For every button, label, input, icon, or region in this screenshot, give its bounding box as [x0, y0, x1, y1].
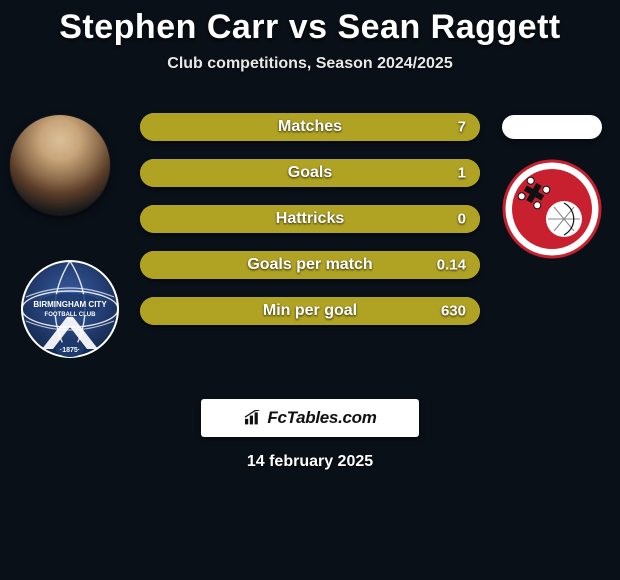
stat-bar: Goals per match 0.14 [140, 251, 480, 279]
club-badge-left: BIRMINGHAM CITY FOOTBALL CLUB ·1875· [20, 249, 120, 379]
player-photo-right [502, 115, 602, 139]
stat-bar: Min per goal 630 [140, 297, 480, 325]
bar-label: Matches [278, 118, 342, 136]
left-player-column: BIRMINGHAM CITY FOOTBALL CLUB ·1875· [8, 101, 123, 361]
stat-bars: Matches 7 Goals 1 Hattricks 0 Goals per match 0… [140, 101, 480, 325]
bar-label: Hattricks [276, 210, 344, 228]
svg-text:BIRMINGHAM CITY: BIRMINGHAM CITY [33, 300, 107, 309]
right-player-column [492, 101, 602, 361]
bar-label: Goals per match [247, 256, 372, 274]
date-text: 14 february 2025 [247, 453, 373, 471]
player-photo-left [10, 115, 110, 215]
bar-value-right: 630 [441, 303, 466, 320]
bar-value-right: 1 [458, 165, 466, 182]
svg-text:·1875·: ·1875· [60, 347, 80, 354]
svg-text:FOOTBALL CLUB: FOOTBALL CLUB [45, 312, 97, 318]
stat-bar: Goals 1 [140, 159, 480, 187]
bar-value-right: 7 [458, 119, 466, 136]
brand-text: FcTables.com [267, 408, 376, 428]
bar-right-fill [310, 159, 480, 187]
comparison-card: Stephen Carr vs Sean Raggett Club compet… [0, 0, 620, 471]
bar-label: Min per goal [263, 302, 357, 320]
brand-box: FcTables.com [201, 399, 419, 437]
subtitle: Club competitions, Season 2024/2025 [167, 55, 452, 73]
page-title: Stephen Carr vs Sean Raggett [59, 8, 560, 47]
bar-value-right: 0 [458, 211, 466, 228]
stat-bar: Hattricks 0 [140, 205, 480, 233]
bar-left-fill [140, 159, 310, 187]
stats-area: BIRMINGHAM CITY FOOTBALL CLUB ·1875· Mat… [0, 101, 620, 361]
bar-label: Goals [288, 164, 332, 182]
bar-value-right: 0.14 [437, 257, 466, 274]
brand-chart-icon [243, 410, 263, 426]
stat-bar: Matches 7 [140, 113, 480, 141]
club-badge-right [502, 159, 602, 259]
